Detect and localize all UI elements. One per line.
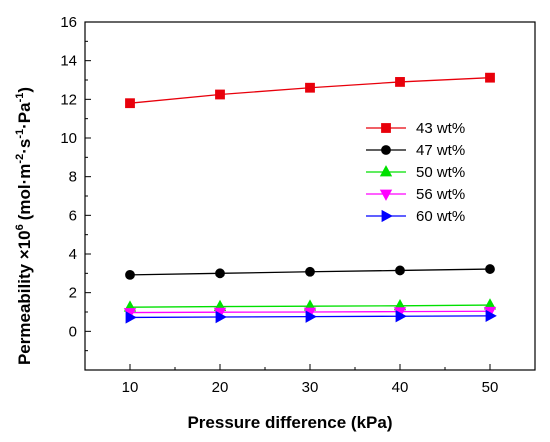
legend-item-1: 43 wt%: [366, 120, 465, 137]
data-point: [395, 265, 405, 276]
x-tick-label: 10: [122, 379, 139, 396]
data-point: [485, 72, 495, 83]
y-axis-ticks: 0 2 4 6 8 10 12 14 16: [60, 14, 91, 371]
data-point: [485, 309, 497, 323]
data-point: [485, 264, 495, 274]
legend-label: 56 wt%: [416, 186, 465, 203]
legend-label: 47 wt%: [416, 142, 465, 159]
y-axis-label-unit-exp-3: -1: [14, 93, 26, 103]
x-tick-label: 50: [482, 379, 499, 396]
y-axis-label-unit-exp-1: -2: [14, 154, 26, 164]
legend-item-3: 50 wt%: [366, 164, 465, 181]
series-5: [125, 309, 497, 324]
data-point: [125, 311, 137, 324]
series-group: [123, 72, 497, 324]
data-point: [215, 268, 225, 279]
legend: 43 wt% 47 wt% 50 wt% 56 wt% 60 wt%: [366, 120, 465, 225]
x-axis-ticks: 10 20 30 40 50: [84, 364, 536, 396]
legend-item-2: 47 wt%: [366, 142, 465, 159]
legend-item-5: 60 wt%: [366, 208, 465, 225]
data-point: [395, 310, 407, 323]
data-point: [305, 310, 317, 323]
legend-marker: [379, 165, 393, 177]
y-tick-label: 12: [60, 91, 77, 108]
y-tick-label: 16: [60, 14, 77, 31]
legend-item-4: 56 wt%: [366, 186, 465, 203]
data-point: [305, 82, 315, 93]
x-tick-label: 20: [212, 379, 229, 396]
legend-marker: [381, 145, 391, 155]
y-axis-label: Permeability ×106(mol·m-2·s-1·Pa-1): [14, 87, 34, 365]
y-axis-label-unit-exp-2: -1: [14, 129, 26, 139]
legend-marker: [381, 123, 391, 133]
y-tick-label: 14: [60, 53, 77, 70]
legend-marker: [379, 189, 393, 201]
data-point: [215, 89, 225, 100]
data-point: [215, 310, 227, 324]
legend-label: 50 wt%: [416, 164, 465, 181]
data-point: [125, 98, 135, 109]
data-point: [305, 266, 315, 277]
y-axis-label-unit: (mol·m: [15, 164, 34, 221]
legend-marker: [381, 209, 393, 223]
x-axis-label: Pressure difference (kPa): [187, 413, 392, 432]
y-tick-label: 4: [69, 246, 77, 263]
legend-label: 60 wt%: [416, 208, 465, 225]
series-2: [125, 264, 495, 280]
data-point: [125, 269, 135, 280]
y-tick-label: 2: [69, 285, 77, 302]
y-axis-label-exponent: 6: [14, 224, 26, 230]
y-tick-label: 6: [69, 207, 77, 224]
y-tick-label: 0: [69, 323, 77, 340]
y-tick-label: 10: [60, 130, 77, 147]
y-axis-label-unit-mid-2: ·Pa: [15, 102, 34, 129]
x-tick-label: 40: [392, 379, 409, 396]
data-point: [395, 77, 405, 87]
y-axis-label-unit-end: ): [15, 87, 34, 93]
y-tick-label: 8: [69, 169, 77, 186]
legend-label: 43 wt%: [416, 120, 465, 137]
x-tick-label: 30: [302, 379, 319, 396]
series-1: [125, 72, 495, 109]
y-axis-label-main: Permeability ×10: [15, 230, 34, 365]
y-axis-label-unit-mid-1: ·s: [15, 139, 34, 154]
